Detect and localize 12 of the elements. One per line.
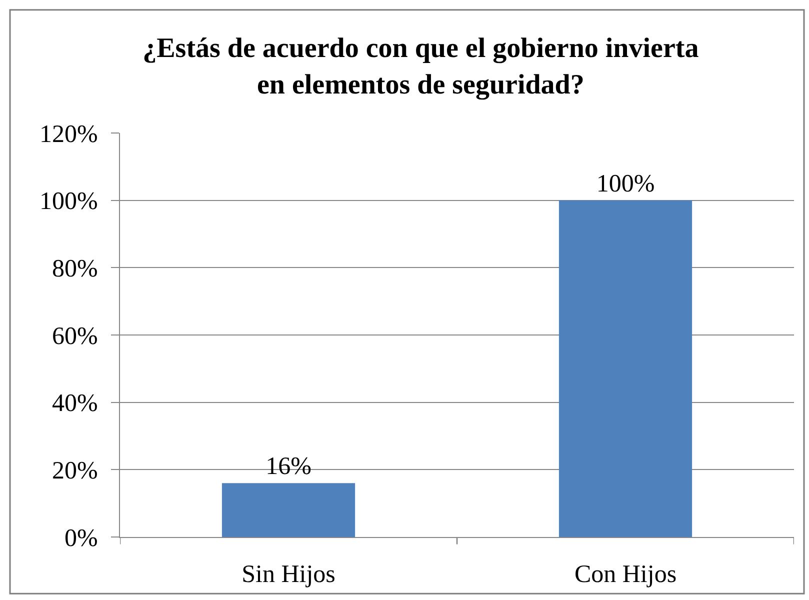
y-tick-label: 80% (52, 255, 98, 282)
chart-title: ¿Estás de acuerdo con que el gobierno invierta en elementos de seguridad? (142, 33, 699, 100)
y-tick-label: 40% (52, 390, 98, 418)
data-label: 16% (266, 453, 312, 480)
data-label: 100% (596, 170, 655, 198)
x-tick-label: Con Hijos (574, 561, 677, 588)
x-tick-label: Sin Hijos (242, 561, 336, 588)
y-tick-label: 20% (52, 457, 98, 484)
y-tick-label: 120% (40, 120, 98, 148)
y-tick-label: 60% (52, 322, 98, 350)
y-tick-label: 0% (64, 524, 98, 552)
y-tick-label: 100% (40, 188, 98, 216)
